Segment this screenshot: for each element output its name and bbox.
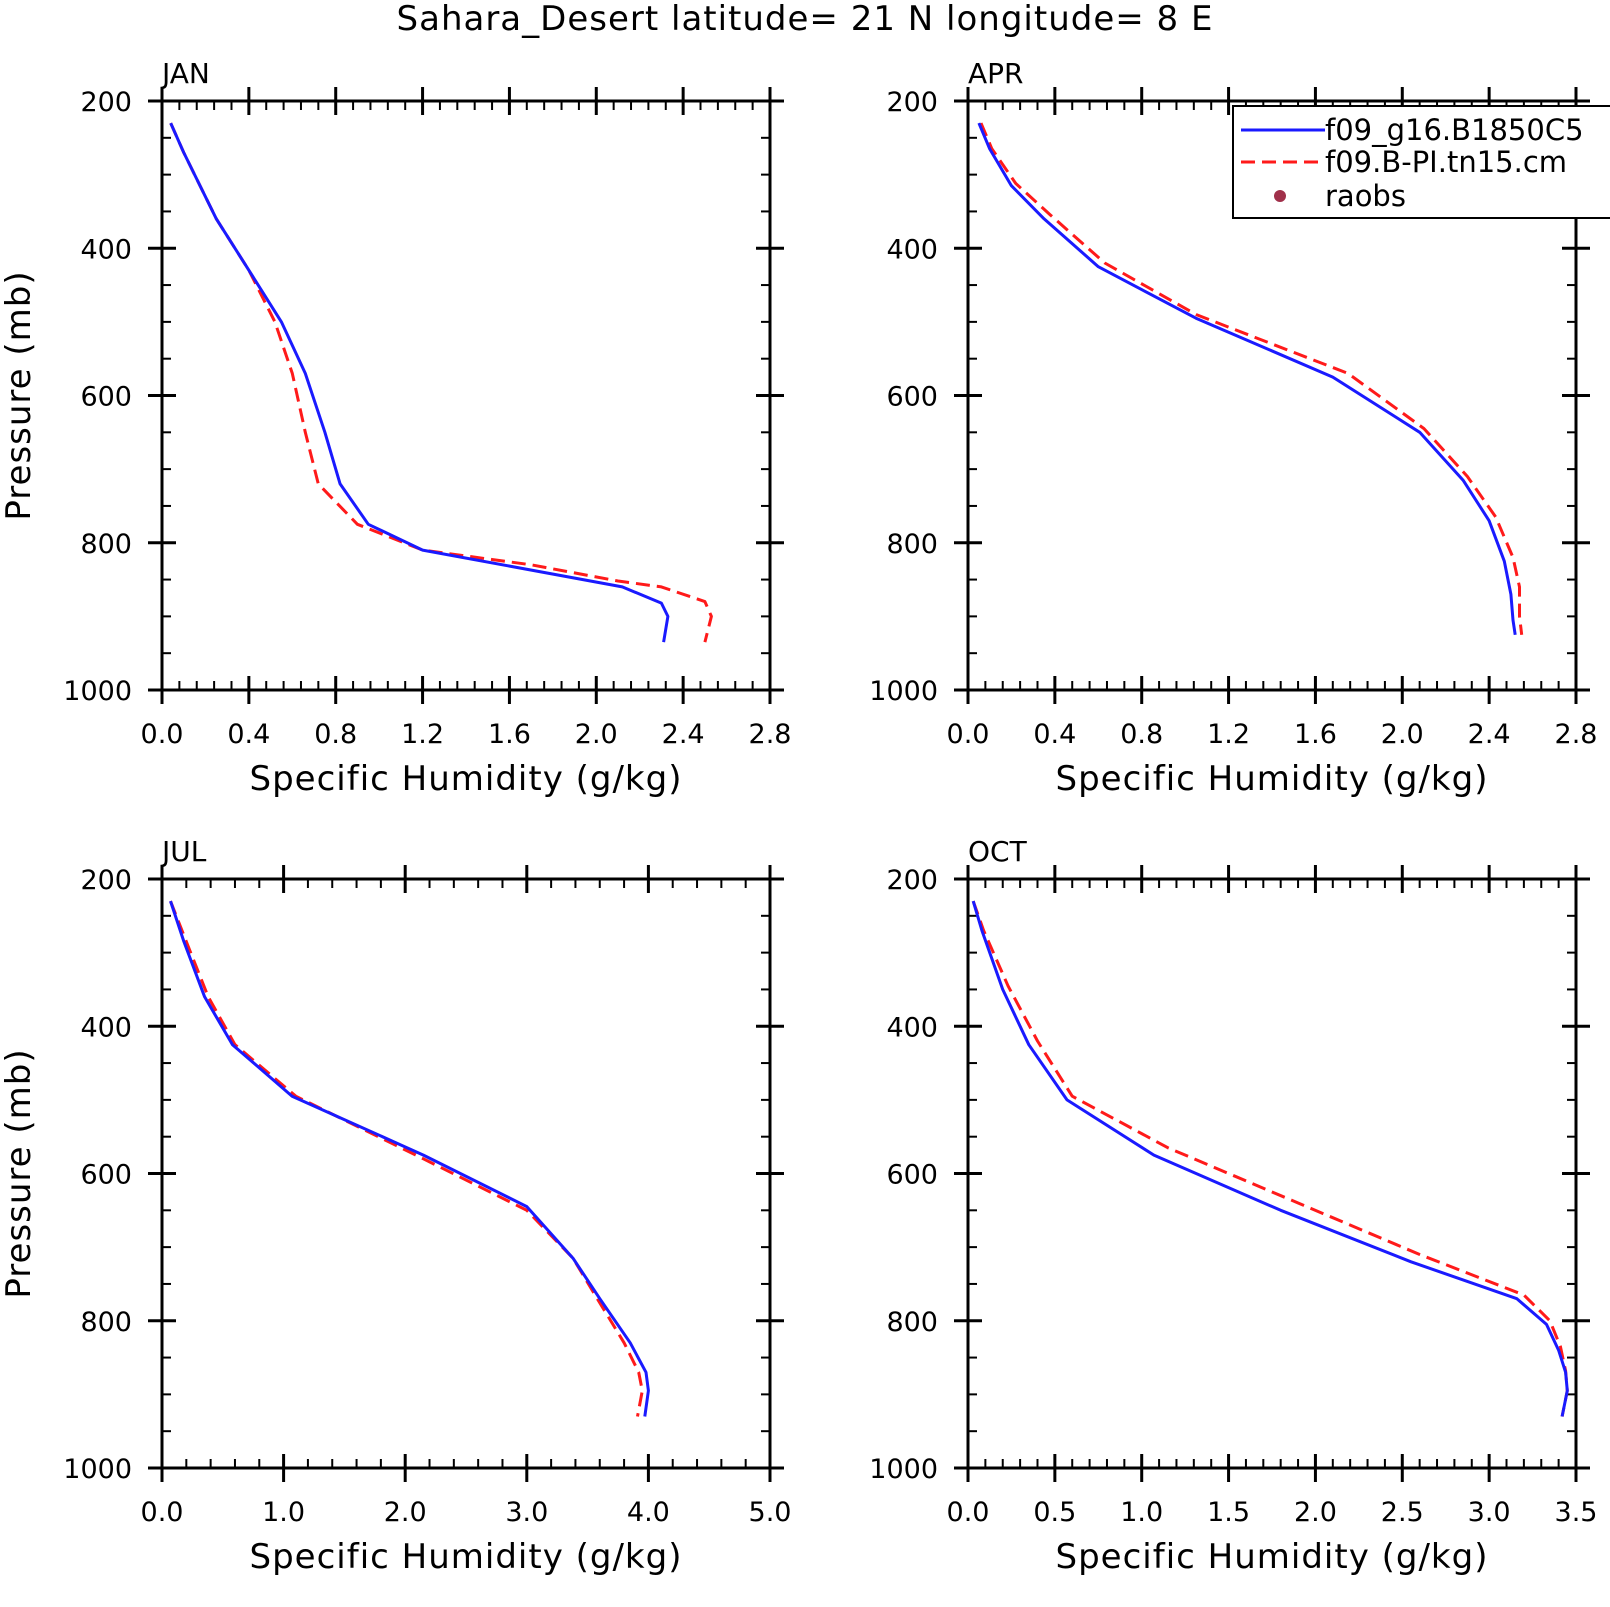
x-tick-label: 1.0 [1120, 1497, 1163, 1528]
y-tick-label: 400 [80, 234, 132, 265]
x-tick-label: 0.4 [227, 719, 270, 750]
y-tick-label: 800 [886, 529, 938, 560]
series-line-solid [971, 900, 1569, 1417]
y-tick-label: 1000 [63, 1454, 132, 1485]
panel-label: JAN [160, 57, 210, 90]
series-line-dashed [169, 122, 713, 643]
y-tick-label: 600 [80, 1160, 132, 1191]
y-tick-label: 600 [886, 1160, 938, 1191]
x-tick-label: 3.5 [1555, 1497, 1598, 1528]
x-tick-label: 5.0 [749, 1497, 792, 1528]
y-tick-label: 800 [886, 1307, 938, 1338]
x-axis-label: Specific Humidity (g/kg) [250, 1537, 683, 1577]
x-tick-label: 2.0 [1381, 719, 1424, 750]
panel-label: JUL [160, 835, 207, 868]
x-tick-label: 2.0 [575, 719, 618, 750]
y-tick-label: 1000 [63, 676, 132, 707]
x-tick-label: 2.4 [1468, 719, 1511, 750]
panel-apr: APR 200 400 600 800 1000 0.0 0.4 0.8 1.2 1.6 2.0 2.4… [869, 57, 1597, 799]
x-tick-label: 0.4 [1033, 719, 1076, 750]
x-tick-label: 1.6 [488, 719, 531, 750]
x-tick-label: 2.8 [1555, 719, 1598, 750]
y-tick-label: 200 [80, 865, 132, 896]
plot-frame [966, 877, 1578, 1470]
x-tick-label: 1.2 [401, 719, 444, 750]
y-tick-label: 400 [886, 1012, 938, 1043]
x-axis-label: Specific Humidity (g/kg) [1056, 759, 1489, 799]
series-line-dashed [169, 900, 644, 1417]
x-tick-label: 2.5 [1381, 1497, 1424, 1528]
y-tick-label: 600 [886, 382, 938, 413]
series-line-solid [169, 900, 650, 1417]
y-tick-label: 200 [886, 865, 938, 896]
x-tick-label: 0.0 [141, 719, 184, 750]
x-tick-label: 2.0 [384, 1497, 427, 1528]
legend-label: raobs [1325, 179, 1406, 213]
x-tick-label: 0.8 [1120, 719, 1163, 750]
y-tick-label: 1000 [869, 676, 938, 707]
x-tick-label: 1.0 [262, 1497, 305, 1528]
x-tick-label: 3.0 [505, 1497, 548, 1528]
x-tick-label: 1.6 [1294, 719, 1337, 750]
x-axis-label: Specific Humidity (g/kg) [1056, 1537, 1489, 1577]
x-tick-label: 2.0 [1294, 1497, 1337, 1528]
x-tick-label: 0.8 [314, 719, 357, 750]
x-tick-label: 1.2 [1207, 719, 1250, 750]
y-tick-label: 600 [80, 382, 132, 413]
legend-label: f09_g16.B1850C5 [1325, 113, 1584, 147]
panel-oct: OCT 200 400 600 800 1000 0.0 0.5 1.0 1.5 2.0 2.5 3.0… [869, 835, 1597, 1577]
x-tick-label: 1.5 [1207, 1497, 1250, 1528]
y-tick-label: 400 [886, 234, 938, 265]
y-tick-label: 800 [80, 1307, 132, 1338]
x-tick-label: 4.0 [627, 1497, 670, 1528]
series-line-solid [169, 122, 670, 643]
y-axis-label: Pressure (mb) [0, 1048, 39, 1298]
series-line-dashed [979, 122, 1524, 635]
legend-swatch-dot [1274, 190, 1286, 202]
panel-label: APR [968, 57, 1024, 90]
y-tick-label: 200 [886, 87, 938, 118]
y-tick-label: 200 [80, 87, 132, 118]
main-title: Sahara_Desert latitude= 21 N longitude= … [397, 0, 1214, 39]
x-tick-label: 0.0 [141, 1497, 184, 1528]
x-axis-label: Specific Humidity (g/kg) [250, 759, 683, 799]
plot-frame [160, 877, 772, 1470]
x-tick-label: 0.0 [947, 1497, 990, 1528]
x-tick-label: 3.0 [1468, 1497, 1511, 1528]
panel-label: OCT [968, 835, 1028, 868]
panel-jul: JUL 200 400 600 800 1000 0.0 1.0 2.0 3.0 4.0 5.0 Spe… [0, 835, 791, 1577]
plot-frame [160, 99, 772, 692]
legend-label: f09.B-PI.tn15.cm [1325, 145, 1567, 179]
y-tick-label: 400 [80, 1012, 132, 1043]
x-tick-label: 2.4 [662, 719, 705, 750]
series-line-solid [977, 122, 1517, 636]
x-tick-label: 0.5 [1033, 1497, 1076, 1528]
y-tick-label: 800 [80, 529, 132, 560]
series-line-dashed [971, 900, 1569, 1417]
y-tick-label: 1000 [869, 1454, 938, 1485]
y-axis-label: Pressure (mb) [0, 270, 39, 520]
panel-jan: JAN 200 400 600 800 1000 0.0 0.4 0.8 1.2 1.6 2.0 2.4… [0, 57, 791, 799]
x-tick-label: 0.0 [947, 719, 990, 750]
x-tick-label: 2.8 [749, 719, 792, 750]
